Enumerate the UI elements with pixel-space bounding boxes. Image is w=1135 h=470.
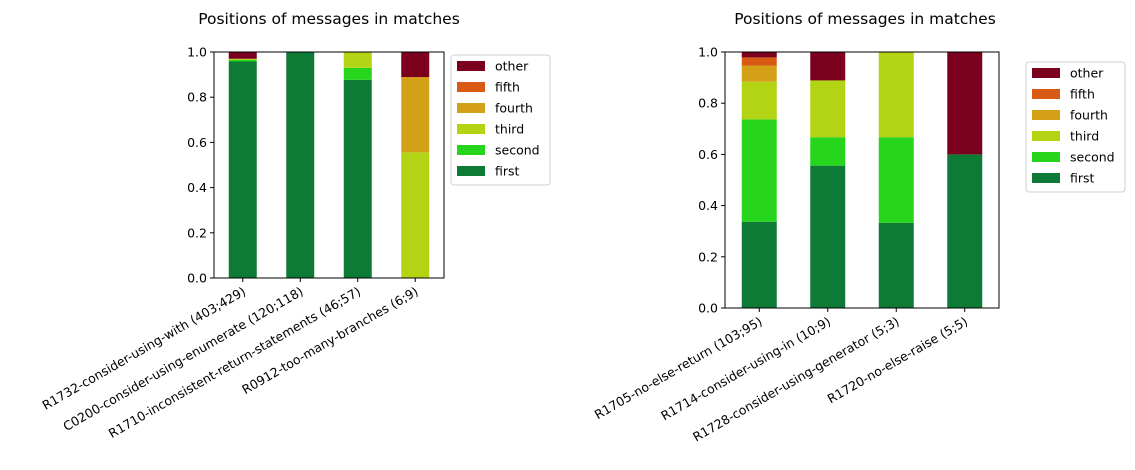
y-tick-label: 0.8	[187, 90, 207, 105]
x-tick-label: C0200-consider-using-enumerate (120;118)	[60, 284, 305, 434]
bar-segment-other	[401, 52, 430, 78]
y-tick-label: 1.0	[698, 45, 718, 60]
bar-segment-other	[810, 52, 846, 81]
y-tick-label: 0.0	[187, 271, 207, 286]
legend: other fifth fourth third second first	[450, 54, 551, 186]
bar-segment-third	[878, 52, 914, 138]
legend-swatch-third	[1032, 131, 1060, 141]
x-tick-label: R1710-inconsistent-return-statements (46…	[106, 284, 363, 441]
y-tick-label: 0.4	[698, 198, 718, 213]
bar-segment-first	[343, 79, 372, 278]
legend-label-fifth: fifth	[495, 80, 520, 95]
y-tick-label: 0.8	[698, 96, 718, 111]
bar-segment-second	[343, 67, 372, 80]
bar-segment-first	[286, 52, 315, 278]
legend-swatch-first	[457, 166, 485, 176]
x-tick-label: R1732-consider-using-with (403;429)	[40, 284, 249, 413]
plot-frame	[724, 51, 1000, 309]
legend-swatch-fourth	[1032, 110, 1060, 120]
legend-label-second: second	[1070, 150, 1115, 165]
bar-segment-third	[401, 152, 430, 278]
legend-label-other: other	[495, 59, 529, 74]
bar-segment-second	[741, 119, 777, 222]
bar-segment-first	[947, 154, 983, 308]
y-tick-label: 0.2	[698, 249, 718, 264]
chart-title: Positions of messages in matches	[198, 10, 460, 28]
bar-segment-third	[228, 58, 257, 60]
y-tick-label: 0.4	[187, 180, 207, 195]
bar-segment-second	[810, 137, 846, 166]
legend-label-other: other	[1070, 66, 1104, 81]
chart-title: Positions of messages in matches	[734, 10, 996, 28]
chart-2: Positions of messages in matches 0.0 0.2 0.…	[592, 10, 1126, 444]
y-tick-label: 0.0	[698, 301, 718, 316]
y-tick-label: 1.0	[187, 45, 207, 60]
plot-frame	[213, 51, 445, 279]
legend-swatch-fourth	[457, 103, 485, 113]
y-tick-label: 0.6	[187, 135, 207, 150]
bar-segment-first	[741, 221, 777, 308]
bar-segment-other	[741, 52, 777, 58]
legend-label-third: third	[495, 122, 524, 137]
legend-swatch-second	[1032, 152, 1060, 162]
legend-swatch-other	[1032, 68, 1060, 78]
bar-segment-third	[343, 52, 372, 68]
bar-segment-third	[810, 80, 846, 138]
legend-swatch-second	[457, 145, 485, 155]
bar-segment-second	[878, 137, 914, 223]
y-tick-label: 0.2	[187, 225, 207, 240]
bar-segment-other	[947, 52, 983, 155]
bar-segment-first	[810, 165, 846, 308]
legend-label-second: second	[495, 143, 540, 158]
bar-segment-first	[878, 222, 914, 308]
legend-swatch-other	[457, 61, 485, 71]
legend-swatch-fifth	[457, 82, 485, 92]
legend-label-fourth: fourth	[495, 101, 533, 116]
bar-segment-fifth	[741, 57, 777, 66]
bar-segment-other	[228, 52, 257, 59]
legend-label-fifth: fifth	[1070, 87, 1095, 102]
bar-segment-second	[228, 59, 257, 62]
legend: other fifth fourth third second first	[1025, 61, 1126, 193]
bar-segment-first	[228, 61, 257, 278]
y-tick-label: 0.6	[698, 147, 718, 162]
legend-swatch-first	[1032, 173, 1060, 183]
bar-segment-third	[741, 81, 777, 120]
legend-label-first: first	[1070, 171, 1095, 186]
legend-label-third: third	[1070, 129, 1099, 144]
bar-segment-fourth	[741, 65, 777, 82]
legend-swatch-third	[457, 124, 485, 134]
legend-label-fourth: fourth	[1070, 108, 1108, 123]
bar-segment-fourth	[401, 77, 430, 153]
chart-1: Positions of messages in matches 0.0 0.2 0.…	[40, 10, 551, 441]
legend-label-first: first	[495, 164, 520, 179]
legend-swatch-fifth	[1032, 89, 1060, 99]
